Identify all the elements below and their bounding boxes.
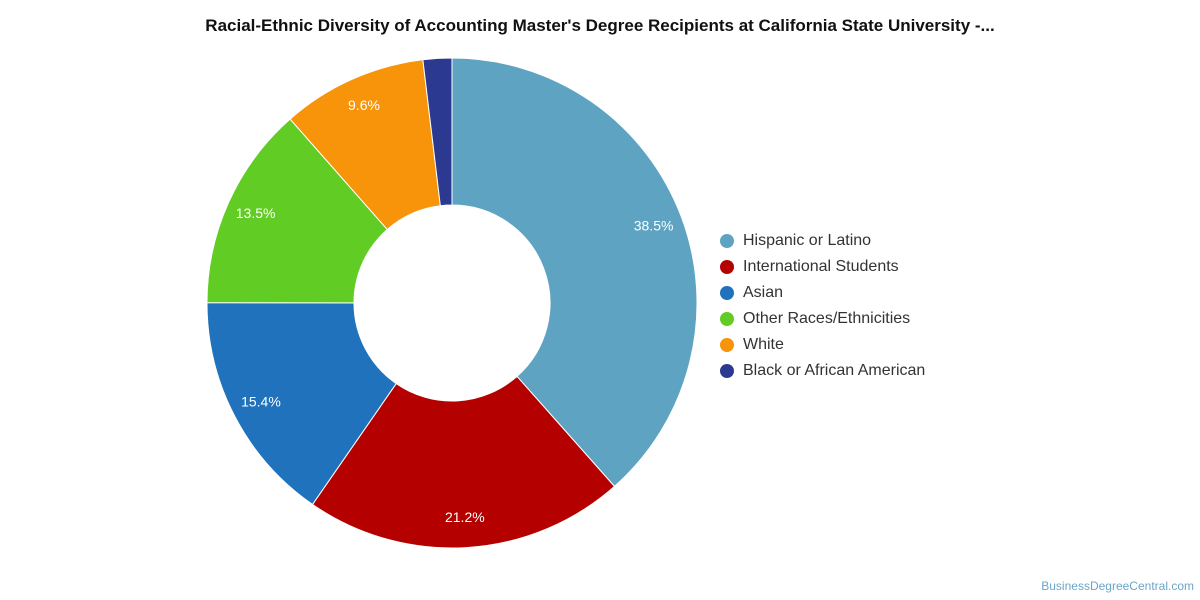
legend-item-hispanic-or-latino[interactable]: Hispanic or Latino — [720, 228, 925, 254]
legend-item-other-races-ethnicities[interactable]: Other Races/Ethnicities — [720, 306, 925, 332]
legend-swatch-icon — [720, 260, 734, 274]
legend-item-international-students[interactable]: International Students — [720, 254, 925, 280]
legend-label: Other Races/Ethnicities — [743, 310, 911, 327]
slice-label-international-students: 21.2% — [445, 509, 485, 525]
legend-swatch-icon — [720, 312, 734, 326]
chart-title: Racial-Ethnic Diversity of Accounting Ma… — [205, 16, 995, 35]
legend-item-black-or-african-american[interactable]: Black or African American — [720, 358, 925, 384]
slice-asian[interactable] — [206, 302, 397, 506]
slice-label-white: 9.6% — [348, 97, 380, 113]
legend-label: International Students — [743, 258, 899, 275]
legend-swatch-icon — [720, 234, 734, 248]
slice-hispanic-or-latino[interactable] — [451, 57, 698, 488]
slice-other-races-ethnicities[interactable] — [206, 118, 388, 304]
legend-swatch-icon — [720, 338, 734, 352]
slice-international-students[interactable] — [311, 375, 616, 549]
slice-label-hispanic-or-latino: 38.5% — [634, 217, 674, 233]
legend-item-asian[interactable]: Asian — [720, 280, 925, 306]
slice-black-or-african-american[interactable] — [422, 57, 453, 207]
slice-label-asian: 15.4% — [241, 394, 281, 410]
chart-legend: Hispanic or Latino International Students… — [720, 228, 925, 384]
legend-label: Hispanic or Latino — [743, 232, 872, 249]
legend-label: White — [743, 336, 784, 353]
legend-item-white[interactable]: White — [720, 332, 925, 358]
legend-label: Black or African American — [743, 362, 926, 379]
legend-label: Asian — [743, 284, 784, 301]
slice-label-other-races-ethnicities: 13.5% — [236, 205, 276, 221]
legend-swatch-icon — [720, 364, 734, 378]
legend-swatch-icon — [720, 286, 734, 300]
source-credit[interactable]: BusinessDegreeCentral.com — [1041, 579, 1194, 593]
